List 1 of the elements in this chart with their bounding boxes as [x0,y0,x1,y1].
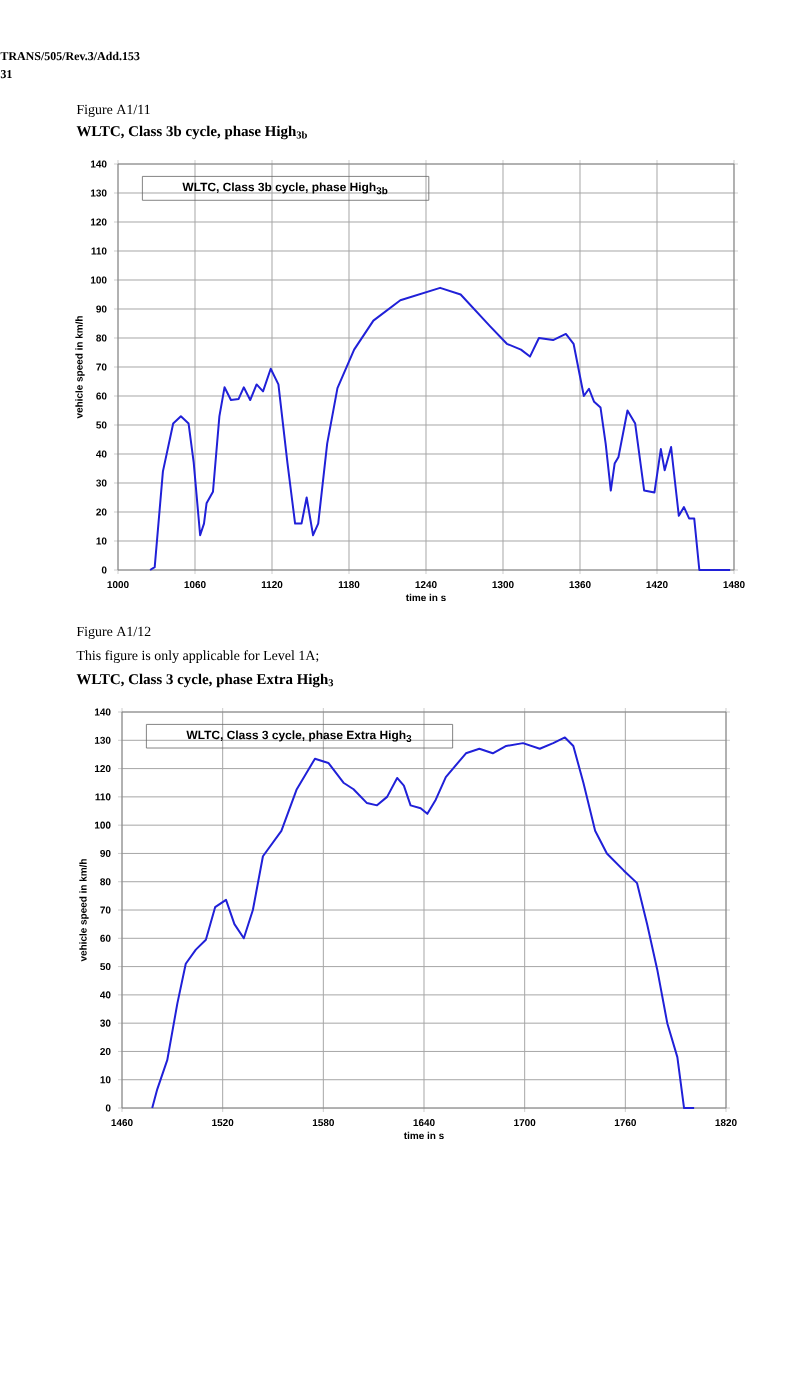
line-series [149,286,732,572]
